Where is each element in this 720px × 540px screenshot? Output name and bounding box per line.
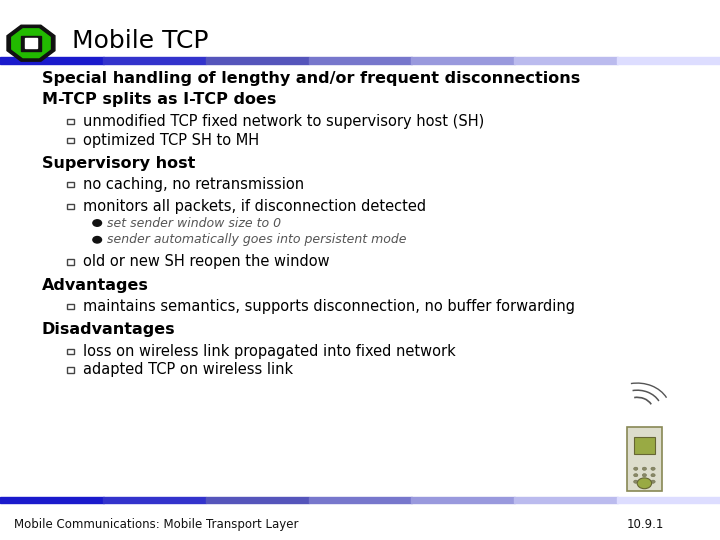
Bar [514,57,618,64]
Text: loss on wireless link propagated into fixed network: loss on wireless link propagated into fi… [83,344,456,359]
Circle shape [642,467,647,470]
Bar [67,119,74,124]
Polygon shape [24,38,37,48]
Circle shape [634,480,638,483]
Circle shape [651,480,655,483]
Bar [67,138,74,143]
Text: M-TCP splits as I-TCP does: M-TCP splits as I-TCP does [42,92,276,107]
Polygon shape [7,25,55,61]
Circle shape [642,480,647,483]
Bar [617,57,720,64]
Bar [206,497,310,503]
Text: old or new SH reopen the window: old or new SH reopen the window [83,254,330,269]
Bar [67,349,74,354]
Circle shape [651,474,655,477]
Text: Supervisory host: Supervisory host [42,156,195,171]
Circle shape [634,467,638,470]
Circle shape [642,474,647,477]
Text: no caching, no retransmission: no caching, no retransmission [83,177,304,192]
Text: 10.9.1: 10.9.1 [626,518,664,531]
Text: Disadvantages: Disadvantages [42,322,176,338]
Bar [0,497,104,503]
Bar [0,57,104,64]
Text: Special handling of lengthy and/or frequent disconnections: Special handling of lengthy and/or frequ… [42,71,580,86]
Bar [67,204,74,209]
Text: unmodified TCP fixed network to supervisory host (SH): unmodified TCP fixed network to supervis… [83,114,484,129]
Bar [67,259,74,265]
Circle shape [93,237,102,243]
Bar [206,57,310,64]
Bar [514,497,618,503]
Bar [411,497,515,503]
Circle shape [634,474,638,477]
Text: maintains semantics, supports disconnection, no buffer forwarding: maintains semantics, supports disconnect… [83,299,575,314]
Text: optimized TCP SH to MH: optimized TCP SH to MH [83,133,259,148]
Bar [617,497,720,503]
Text: Mobile Communications: Mobile Transport Layer: Mobile Communications: Mobile Transport … [14,518,299,531]
Bar [103,497,207,503]
Text: Advantages: Advantages [42,278,148,293]
Polygon shape [21,36,41,51]
Text: Mobile TCP: Mobile TCP [72,29,209,53]
Text: sender automatically goes into persistent mode: sender automatically goes into persisten… [107,233,406,246]
Bar [634,437,655,454]
Bar [103,57,207,64]
Bar [627,427,662,491]
Bar [67,182,74,187]
Bar [411,57,515,64]
Bar [67,367,74,373]
Text: set sender window size to 0: set sender window size to 0 [107,217,281,230]
Circle shape [651,467,655,470]
Text: adapted TCP on wireless link: adapted TCP on wireless link [83,362,293,377]
Bar [309,57,412,64]
Bar [67,304,74,309]
Polygon shape [12,29,50,58]
Circle shape [637,478,652,489]
Text: monitors all packets, if disconnection detected: monitors all packets, if disconnection d… [83,199,426,214]
Circle shape [93,220,102,226]
Bar [309,497,412,503]
